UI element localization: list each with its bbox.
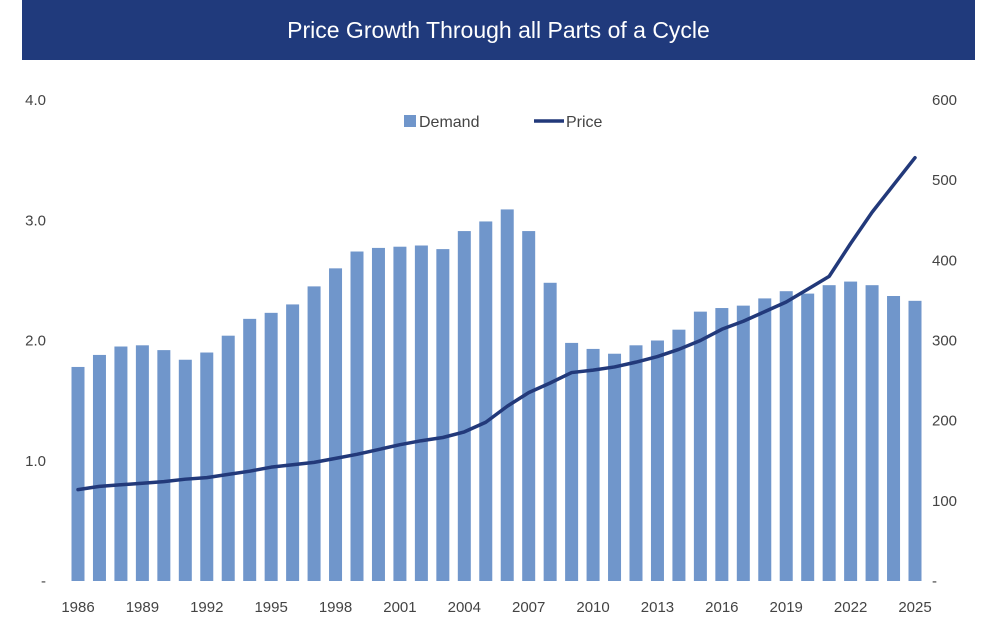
demand-bar-2001: [393, 246, 407, 581]
legend-demand-label: Demand: [419, 114, 479, 131]
demand-bar-2021: [822, 285, 836, 581]
x-axis-tick: 2025: [898, 599, 931, 616]
demand-bar-2020: [801, 293, 815, 581]
demand-bar-2022: [844, 281, 858, 581]
demand-bar-2008: [543, 282, 557, 581]
demand-bar-2014: [672, 329, 686, 581]
left-axis-tick: 1.0: [25, 453, 46, 470]
x-axis-tick: 2019: [770, 599, 803, 616]
right-axis-tick: -: [932, 573, 937, 590]
demand-bar-2025: [908, 300, 922, 581]
demand-bar-2019: [779, 291, 793, 581]
demand-bar-1986: [71, 366, 85, 581]
legend-demand-swatch: [404, 115, 416, 127]
demand-bar-2004: [457, 231, 471, 581]
demand-bar-1988: [114, 346, 128, 581]
demand-bar-2013: [650, 340, 664, 581]
x-axis-tick: 2016: [705, 599, 738, 616]
left-axis-tick: -: [41, 573, 46, 590]
x-axis-tick: 1986: [61, 599, 94, 616]
demand-bar-2007: [522, 231, 536, 581]
price-line: [76, 155, 917, 492]
chart-title: Price Growth Through all Parts of a Cycl…: [22, 0, 975, 60]
demand-bar-1997: [307, 286, 321, 581]
demand-bar-2023: [865, 285, 879, 581]
right-axis-tick: 400: [932, 252, 957, 269]
demand-bar-2009: [565, 342, 579, 581]
demand-bar-2000: [371, 247, 385, 581]
demand-bar-1999: [350, 251, 364, 581]
demand-bar-1990: [157, 350, 171, 581]
left-axis-tick: 4.0: [25, 92, 46, 109]
demand-bar-2003: [436, 249, 450, 582]
demand-bar-1991: [178, 359, 192, 581]
demand-bar-1996: [286, 304, 300, 581]
x-axis-tick: 2022: [834, 599, 867, 616]
demand-bar-2016: [715, 308, 729, 581]
demand-bar-1987: [92, 354, 106, 581]
demand-bar-2005: [479, 221, 493, 581]
demand-bar-2018: [758, 298, 772, 581]
x-axis-tick: 1989: [126, 599, 159, 616]
legend-price-label: Price: [566, 114, 603, 131]
demand-bar-1993: [221, 335, 235, 581]
demand-bar-1995: [264, 312, 278, 581]
x-axis-tick: 2001: [383, 599, 416, 616]
right-axis-tick: 500: [932, 172, 957, 189]
demand-bar-1994: [243, 318, 257, 581]
right-axis-tick: 200: [932, 413, 957, 430]
demand-bar-2024: [887, 296, 901, 581]
left-axis-tick: 3.0: [25, 212, 46, 229]
demand-bar-2010: [586, 348, 600, 581]
demand-bar-1989: [135, 345, 149, 581]
x-axis-tick: 1992: [190, 599, 223, 616]
demand-bar-2006: [500, 209, 514, 582]
right-axis-tick: 600: [932, 92, 957, 109]
demand-bar-2017: [736, 305, 750, 581]
right-axis-tick: 100: [932, 493, 957, 510]
x-axis-tick: 2010: [576, 599, 609, 616]
demand-bar-2015: [693, 311, 707, 581]
left-axis-tick: 2.0: [25, 333, 46, 350]
demand-bar-2002: [414, 245, 428, 581]
demand-bar-1998: [329, 268, 343, 581]
demand-bar-2011: [608, 353, 622, 581]
demand-bar-2012: [629, 345, 643, 581]
right-axis-tick: 300: [932, 333, 957, 350]
x-axis-tick: 2013: [641, 599, 674, 616]
x-axis-tick: 2007: [512, 599, 545, 616]
x-axis-tick: 1995: [254, 599, 287, 616]
x-axis-tick: 1998: [319, 599, 352, 616]
x-axis-tick: 2004: [448, 599, 481, 616]
demand-bar-1992: [200, 352, 214, 581]
